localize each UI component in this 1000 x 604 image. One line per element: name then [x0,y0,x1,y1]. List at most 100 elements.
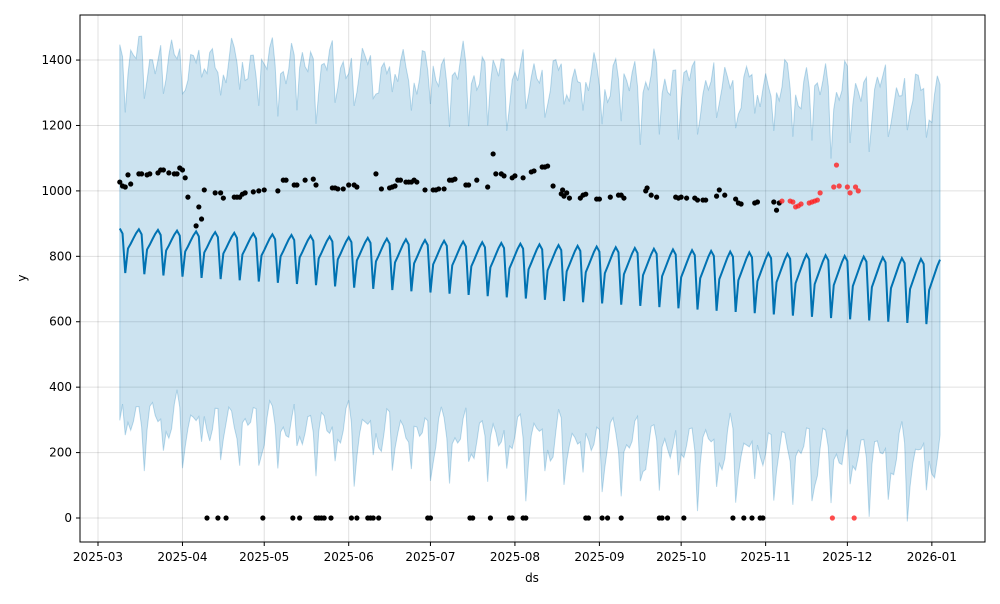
observed-point [487,515,493,521]
observed-point [397,177,404,183]
observed-point [242,190,248,196]
observed-point [773,207,780,213]
y-axis-ticks: 0 200 400 600 800 1000 1200 1400 [41,53,80,525]
observed-point [220,195,226,201]
observed-point [283,177,289,183]
observed-point [204,515,210,521]
observed-point [348,515,355,521]
heldout-point [790,199,796,205]
observed-point [703,197,709,203]
observed-point [256,188,262,194]
observed-point [520,175,526,181]
observed-point [196,204,202,210]
heldout-point [829,515,835,521]
x-tick-label: 2025-03 [73,550,123,564]
plot-frame [79,14,986,543]
observed-point [599,515,605,521]
forecast-yhat-line [118,227,941,325]
observed-point [346,182,352,188]
x-tick-label: 2025-07 [405,550,455,564]
y-tick-label: 800 [49,249,72,263]
observed-point [564,190,570,196]
observed-point [302,177,308,183]
observed-point [694,197,701,203]
observed-point [290,515,296,521]
y-tick-label: 0 [64,511,72,525]
observed-point [436,186,442,192]
observed-point [275,188,281,194]
observed-point [501,173,507,179]
observed-point [441,186,447,192]
observed-point [678,194,684,200]
y-tick-label: 600 [49,315,72,329]
heldout-point [817,190,823,196]
observed-point [340,186,346,192]
observed-point [618,515,624,521]
observed-point [644,185,650,191]
observed-point [261,187,267,193]
observed-point [179,167,186,173]
observed-point [509,515,515,521]
observed-point [550,183,556,189]
observed-point [741,515,747,521]
observed-point [174,171,180,177]
observed-point [545,163,551,169]
observed-point [414,179,420,185]
observed-point [466,182,472,188]
x-tick-label: 2026-01 [907,550,957,564]
x-tick-label: 2025-05 [239,550,289,564]
observed-point [313,182,319,188]
observed-point [193,223,199,229]
heldout-point [851,515,857,521]
heldout-point [836,183,842,189]
observed-point [160,167,166,173]
y-axis-label: y [15,274,29,281]
heldout-point [779,198,785,204]
observed-point [716,187,722,193]
observed-point [297,515,303,521]
observed-point [260,515,266,521]
observed-point [621,195,627,201]
heldout-point [814,197,821,203]
observed-point [607,194,613,200]
data-points-layer [117,151,861,521]
x-axis-ticks: 2025-03 2025-04 2025-05 2025-06 2025-07 2025-… [73,542,957,564]
x-axis-label: ds [525,571,539,585]
observed-point [512,173,518,179]
x-tick-label: 2025-08 [490,550,540,564]
observed-point [294,182,300,188]
observed-point [215,515,221,521]
observed-point [485,184,491,190]
observed-point [474,177,480,183]
observed-point [760,515,766,521]
uncertainty-interval-band [119,35,941,522]
observed-point [648,192,654,198]
observed-point [493,171,499,177]
observed-point [771,199,777,205]
observed-point [427,515,434,521]
heldout-point [798,201,804,207]
observed-point [125,172,131,178]
observed-point [212,190,218,196]
observed-point [122,184,128,190]
heldout-point [852,184,859,190]
observed-point [373,171,379,177]
observed-point [139,171,145,177]
observed-point [531,168,537,174]
observed-point [681,515,687,521]
y-tick-label: 1000 [41,184,72,198]
observed-point [664,515,671,521]
observed-point [218,190,224,196]
observed-point [749,515,755,521]
observed-point [452,176,458,182]
x-tick-label: 2025-06 [324,550,374,564]
observed-point [733,196,739,202]
observed-point [754,199,761,205]
observed-point [198,216,205,222]
observed-point [730,515,736,521]
heldout-point [855,188,861,194]
observed-point [335,186,341,192]
observed-point [321,515,327,521]
x-tick-label: 2025-12 [822,550,872,564]
